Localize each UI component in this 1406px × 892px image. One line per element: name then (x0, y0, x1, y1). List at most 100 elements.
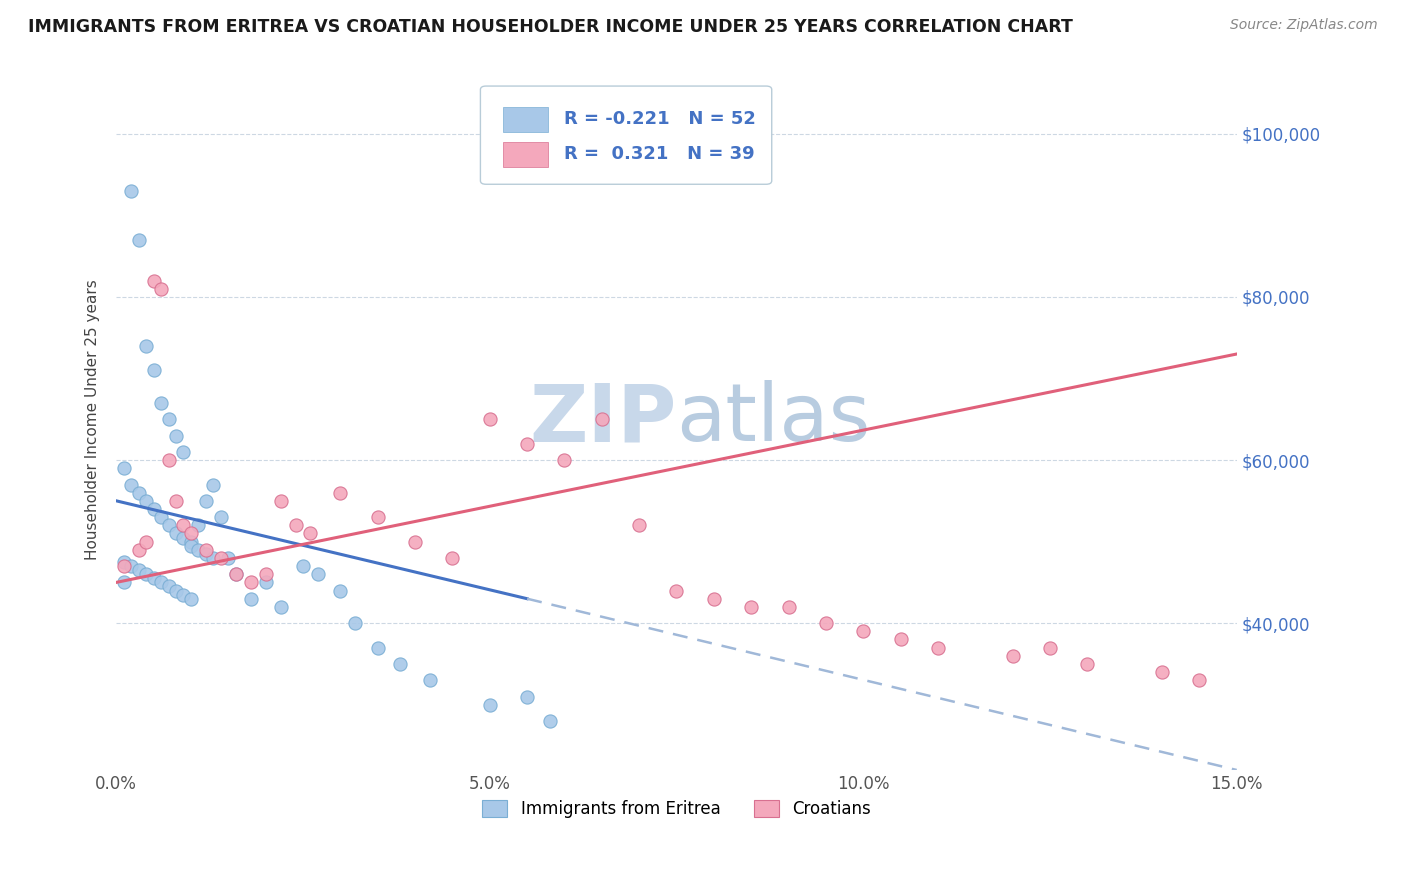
Point (778, 599, 800, 614)
Point (135, 567, 157, 582)
Point (112, 461, 135, 475)
Point (173, 531, 195, 545)
Point (890, 632, 912, 647)
Point (740, 599, 762, 614)
Point (665, 583, 688, 598)
Point (367, 510, 389, 524)
Point (194, 547, 217, 561)
Point (516, 436, 538, 450)
Point (307, 567, 329, 582)
Point (112, 555, 135, 569)
Point (1150, 665, 1173, 679)
Point (591, 412, 613, 426)
Point (157, 453, 180, 467)
Point (217, 550, 239, 565)
Text: Source: ZipAtlas.com: Source: ZipAtlas.com (1230, 18, 1378, 32)
Point (1001, 648, 1024, 663)
Point (478, 698, 501, 712)
FancyBboxPatch shape (481, 86, 772, 185)
Point (180, 534, 202, 549)
Point (120, 184, 142, 198)
Point (202, 477, 225, 491)
Point (1076, 657, 1098, 671)
Point (165, 493, 187, 508)
Point (367, 640, 389, 655)
Point (329, 583, 352, 598)
Point (209, 510, 232, 524)
Point (128, 485, 150, 500)
Point (194, 542, 217, 557)
Point (419, 673, 441, 688)
Point (120, 477, 142, 491)
Point (157, 412, 180, 426)
Point (180, 591, 202, 606)
Point (142, 274, 165, 288)
FancyBboxPatch shape (503, 142, 548, 167)
Point (150, 282, 173, 296)
Point (202, 550, 225, 565)
Point (404, 534, 426, 549)
Point (441, 550, 464, 565)
Point (254, 575, 277, 590)
Point (1039, 640, 1062, 655)
Point (112, 575, 135, 590)
Point (225, 567, 247, 582)
Text: R = -0.221   N = 52: R = -0.221 N = 52 (564, 111, 756, 128)
Point (852, 624, 875, 639)
Y-axis label: Householder Income Under 25 years: Householder Income Under 25 years (86, 279, 100, 559)
Point (165, 583, 187, 598)
Point (128, 542, 150, 557)
Point (128, 563, 150, 577)
Point (135, 339, 157, 353)
Point (270, 493, 292, 508)
Point (150, 510, 173, 524)
Point (150, 396, 173, 410)
Point (157, 579, 180, 593)
Legend: Immigrants from Eritrea, Croatians: Immigrants from Eritrea, Croatians (475, 793, 877, 825)
Point (150, 575, 173, 590)
Point (165, 428, 187, 442)
Point (142, 502, 165, 516)
Point (553, 453, 575, 467)
Text: IMMIGRANTS FROM ERITREA VS CROATIAN HOUSEHOLDER INCOME UNDER 25 YEARS CORRELATIO: IMMIGRANTS FROM ERITREA VS CROATIAN HOUS… (28, 18, 1073, 36)
Point (173, 518, 195, 533)
Point (239, 575, 262, 590)
Point (1188, 673, 1211, 688)
Point (284, 518, 307, 533)
Point (329, 485, 352, 500)
Point (142, 363, 165, 377)
Point (628, 518, 651, 533)
Point (703, 591, 725, 606)
Text: atlas: atlas (676, 380, 870, 458)
Point (478, 412, 501, 426)
Point (135, 534, 157, 549)
FancyBboxPatch shape (503, 107, 548, 132)
Point (120, 559, 142, 574)
Point (194, 493, 217, 508)
Point (173, 588, 195, 602)
Text: R =  0.321   N = 39: R = 0.321 N = 39 (564, 145, 755, 163)
Point (270, 599, 292, 614)
Point (927, 640, 949, 655)
Point (292, 559, 315, 574)
Point (180, 539, 202, 553)
Text: ZIP: ZIP (529, 380, 676, 458)
Point (516, 690, 538, 704)
Point (128, 233, 150, 247)
Point (254, 567, 277, 582)
Point (814, 616, 837, 631)
Point (173, 445, 195, 459)
Point (180, 526, 202, 541)
Point (157, 518, 180, 533)
Point (239, 591, 262, 606)
Point (187, 518, 209, 533)
Point (165, 526, 187, 541)
Point (209, 550, 232, 565)
Point (344, 616, 367, 631)
Point (112, 559, 135, 574)
Point (225, 567, 247, 582)
Point (142, 571, 165, 585)
Point (538, 714, 561, 728)
Point (135, 493, 157, 508)
Point (187, 542, 209, 557)
